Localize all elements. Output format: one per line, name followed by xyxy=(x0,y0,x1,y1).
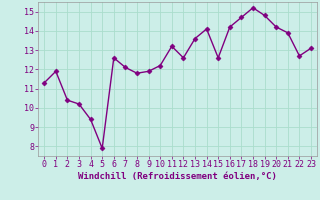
X-axis label: Windchill (Refroidissement éolien,°C): Windchill (Refroidissement éolien,°C) xyxy=(78,172,277,181)
